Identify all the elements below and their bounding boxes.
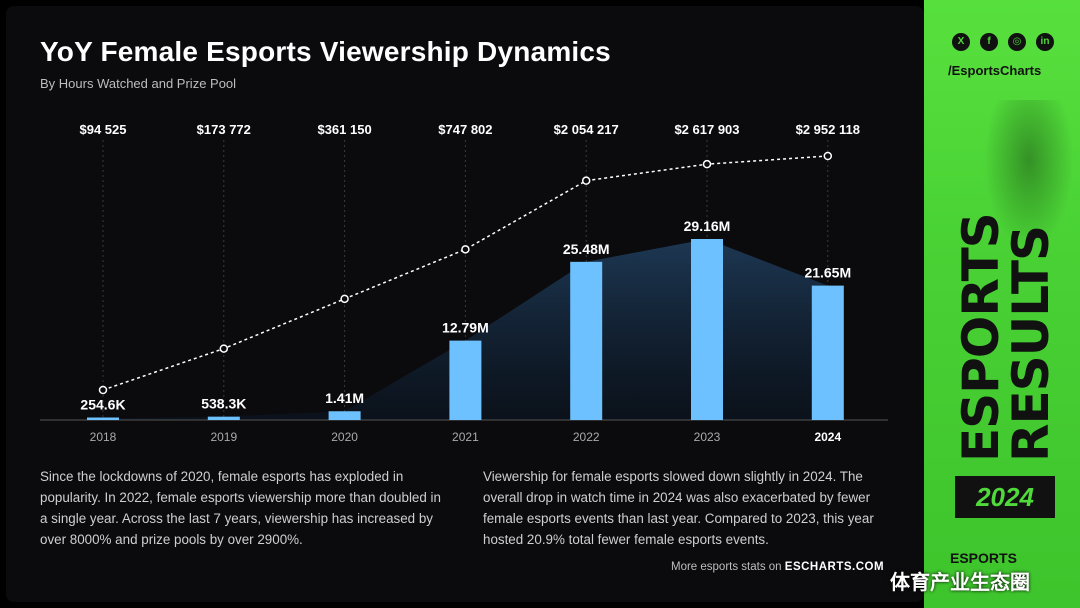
- bar-label-2022: 25.48M: [563, 241, 610, 257]
- watermark: 体育产业生态圈: [890, 572, 1030, 594]
- brand-logo: ESPORTS: [950, 550, 1017, 566]
- bar-label-2020: 1.41M: [325, 390, 364, 406]
- bar-2024: [811, 285, 844, 420]
- paragraph-left: Since the lockdowns of 2020, female espo…: [40, 469, 441, 547]
- side-panel: X f ◎ in /EsportsCharts ESPORTS RESULTS …: [924, 0, 1080, 608]
- x-tick-label-2019: 2019: [210, 430, 237, 444]
- prize-point-2021: [461, 245, 470, 254]
- footer: More esports stats on ESCHARTS.COM: [671, 561, 884, 573]
- prize-label-2018: $94 525: [80, 122, 127, 137]
- x-tick-label-2021: 2021: [452, 430, 479, 444]
- bar-2018: [87, 417, 119, 420]
- linkedin-icon[interactable]: in: [1036, 33, 1054, 51]
- bar-label-2023: 29.16M: [684, 218, 731, 234]
- bar-label-2021: 12.79M: [442, 320, 489, 336]
- year-badge: 2024: [955, 476, 1055, 518]
- chart-title: YoY Female Esports Viewership Dynamics: [40, 36, 611, 67]
- social-handle[interactable]: /EsportsCharts: [948, 63, 1042, 78]
- chart-subtitle: By Hours Watched and Prize Pool: [40, 76, 237, 91]
- x-tick-label-2018: 2018: [90, 430, 117, 444]
- bar-2019: [207, 416, 240, 420]
- prize-point-2024: [823, 151, 833, 161]
- x-tick-label-2023: 2023: [694, 430, 721, 444]
- x-tick-label-2022: 2022: [573, 430, 600, 444]
- prize-label-2024: $2 952 118: [796, 122, 860, 137]
- footer-text: More esports stats on: [671, 561, 782, 573]
- prize-point-2023: [702, 159, 712, 169]
- prize-label-2020: $361 150: [317, 122, 371, 137]
- x-icon[interactable]: X: [952, 33, 970, 51]
- brand-logo-text: ESPORTS: [950, 550, 1017, 566]
- area-fill: [103, 239, 828, 420]
- prize-label-2021: $747 802: [438, 122, 492, 137]
- x-tick-label-2024: 2024: [814, 430, 841, 444]
- prize-point-2019: [219, 344, 229, 353]
- bar-2021: [449, 340, 482, 420]
- bar-label-2019: 538.3K: [201, 396, 246, 412]
- instagram-icon[interactable]: ◎: [1008, 33, 1026, 51]
- prize-label-2023: $2 617 903: [674, 122, 739, 137]
- x-tick-label-2020: 2020: [331, 430, 358, 444]
- soldier-image: [984, 100, 1074, 250]
- bar-label-2018: 254.6K: [80, 397, 125, 413]
- prize-label-2019: $173 772: [197, 122, 251, 137]
- facebook-icon[interactable]: f: [980, 33, 998, 51]
- prize-label-2022: $2 054 217: [554, 122, 619, 137]
- vertical-text-results: RESULTS: [1002, 226, 1060, 462]
- chart: 254.6K 2018 538.3K 2019 1.41M 2020 12.79M 2021 2…: [40, 122, 888, 444]
- paragraph-right: Viewership for female esports slowed dow…: [483, 469, 874, 547]
- bar-label-2024: 21.65M: [804, 265, 851, 281]
- prize-point-2020: [340, 294, 349, 304]
- prize-point-2022: [581, 176, 591, 185]
- bar-2023: [691, 239, 723, 420]
- prize-point-2018: [98, 385, 108, 395]
- bar-2022: [570, 261, 603, 420]
- footer-site-link[interactable]: ESCHARTS.COM: [784, 561, 885, 573]
- bar-2020: [328, 411, 361, 420]
